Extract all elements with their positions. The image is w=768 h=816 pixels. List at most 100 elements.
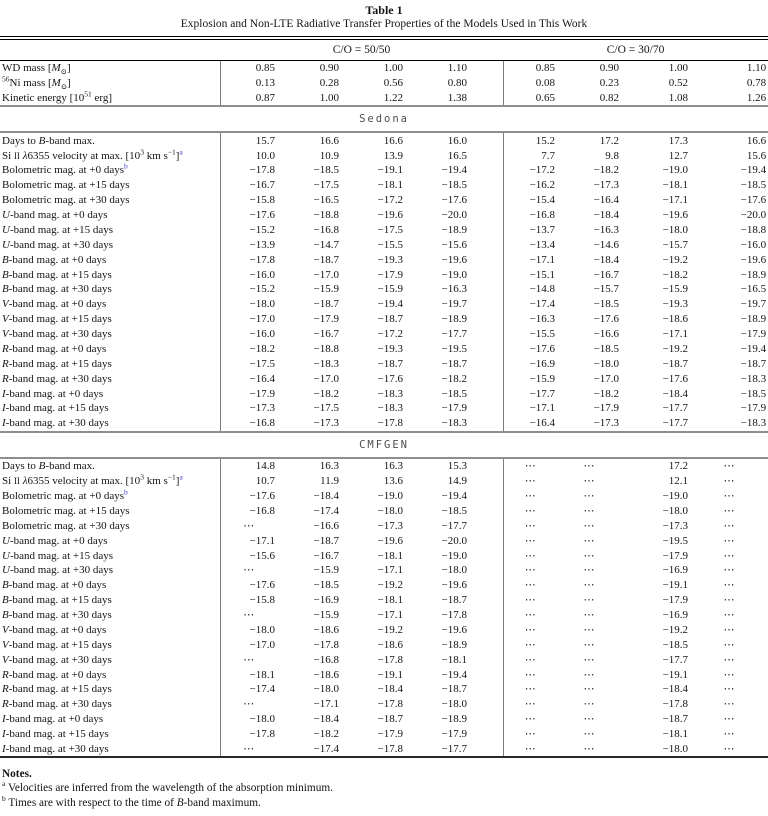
cell: ⋯ bbox=[723, 460, 735, 473]
cell: ⋯ bbox=[583, 594, 595, 607]
cell: −17.4 bbox=[313, 504, 339, 517]
cell: −15.5 bbox=[529, 328, 556, 341]
group-divider bbox=[469, 726, 504, 742]
cell: 16.3 bbox=[319, 460, 339, 473]
cell: −17.1 bbox=[529, 253, 556, 266]
cell: −17.6 bbox=[529, 342, 556, 355]
section-header: Sedona bbox=[0, 105, 768, 134]
cell: ⋯ bbox=[723, 683, 735, 696]
cell: −19.3 bbox=[377, 253, 403, 266]
cell: −18.0 bbox=[593, 357, 620, 370]
cell: −17.2 bbox=[377, 194, 403, 207]
cell: −18.9 bbox=[740, 313, 767, 326]
cell: −18.7 bbox=[313, 534, 339, 547]
cell: −18.5 bbox=[313, 579, 339, 592]
cell: −17.7 bbox=[662, 417, 689, 430]
cell: 0.28 bbox=[319, 76, 339, 89]
group-divider bbox=[469, 267, 504, 283]
cell: ⋯ bbox=[524, 742, 536, 755]
cell: ⋯ bbox=[524, 728, 536, 741]
cell: −16.9 bbox=[529, 357, 556, 370]
cell: −17.8 bbox=[377, 742, 403, 755]
cell: −17.6 bbox=[219, 207, 277, 223]
cell: −18.0 bbox=[377, 504, 403, 517]
notes-heading: Notes. bbox=[2, 768, 32, 781]
cell: −19.2 bbox=[662, 253, 689, 266]
cell: ⋯ bbox=[219, 741, 277, 758]
cell: −16.9 bbox=[662, 564, 689, 577]
group-divider bbox=[469, 711, 504, 727]
cell: −18.0 bbox=[441, 698, 467, 711]
cell: 0.13 bbox=[219, 75, 277, 91]
note-a: a Velocities are inferred from the wavel… bbox=[2, 780, 766, 796]
row-label: Si II λ6355 velocity at max. [103 km s−1… bbox=[2, 148, 183, 162]
cell: ⋯ bbox=[524, 698, 536, 711]
cell: ⋯ bbox=[583, 490, 595, 503]
group-divider bbox=[469, 682, 504, 697]
group-divider bbox=[469, 326, 504, 342]
group-divider bbox=[469, 90, 504, 107]
cell: −18.7 bbox=[377, 313, 403, 326]
cell: ⋯ bbox=[524, 638, 536, 651]
cell: ⋯ bbox=[583, 460, 595, 473]
table-row: I-band mag. at +0 days −17.9 −18.2 −18.3 −18… bbox=[0, 386, 768, 402]
cell: 1.38 bbox=[447, 91, 467, 104]
table-row: B-band mag. at +15 days −15.8 −16.9 −18.1 −1… bbox=[0, 592, 768, 608]
section-header-row: CMFGEN bbox=[0, 430, 768, 459]
cell: −18.4 bbox=[313, 490, 339, 503]
table-row: Bolometric mag. at +30 days −15.8 −16.5 −17… bbox=[0, 192, 768, 208]
table-row: Bolometric mag. at +15 days −16.8 −17.4 −18… bbox=[0, 503, 768, 519]
cell: −17.3 bbox=[593, 417, 620, 430]
cell: ⋯ bbox=[524, 713, 536, 726]
group-divider bbox=[469, 356, 504, 372]
cell: −17.8 bbox=[377, 698, 403, 711]
cell: −17.9 bbox=[593, 402, 620, 415]
cell: −18.7 bbox=[740, 357, 767, 370]
cell: 1.08 bbox=[668, 91, 689, 104]
cell: ⋯ bbox=[583, 653, 595, 666]
cell: −19.0 bbox=[441, 268, 467, 281]
cell: −15.8 bbox=[219, 192, 277, 208]
cell: −16.9 bbox=[313, 594, 339, 607]
cell: ⋯ bbox=[583, 609, 595, 622]
cell: −18.5 bbox=[662, 638, 689, 651]
cell: −17.1 bbox=[377, 609, 403, 622]
row-label: Bolometric mag. at +30 days bbox=[2, 519, 130, 532]
table-row: Days to B-band max. 15.7 16.6 16.6 16.0 15.2 1… bbox=[0, 132, 768, 149]
cell: −19.6 bbox=[441, 623, 467, 636]
cell: −18.0 bbox=[662, 223, 689, 236]
group-divider bbox=[469, 473, 504, 489]
table-row: Bolometric mag. at +30 days ⋯ −16.6 −17.3 −1… bbox=[0, 518, 768, 534]
cell: −18.5 bbox=[441, 504, 467, 517]
table-row: V-band mag. at +0 days −18.0 −18.6 −19.2 −19… bbox=[0, 622, 768, 638]
cell: −20.0 bbox=[441, 209, 467, 222]
cell: 0.80 bbox=[447, 76, 467, 89]
cell: −16.8 bbox=[313, 223, 339, 236]
cell: −16.7 bbox=[313, 328, 339, 341]
cell: ⋯ bbox=[524, 683, 536, 696]
cell: 16.6 bbox=[319, 134, 339, 147]
table-notes: Notes. a Velocities are inferred from th… bbox=[0, 758, 768, 810]
cell: −15.4 bbox=[529, 194, 556, 207]
cell: −17.3 bbox=[662, 519, 689, 532]
cell: −20.0 bbox=[740, 209, 767, 222]
row-label: R-band mag. at +0 days bbox=[2, 342, 107, 355]
table-row: B-band mag. at +0 days −17.8 −18.7 −19.3 −19… bbox=[0, 252, 768, 268]
cell: −19.1 bbox=[377, 164, 403, 177]
cell: −16.5 bbox=[313, 194, 339, 207]
cell: −15.6 bbox=[219, 548, 277, 564]
cell: −17.6 bbox=[593, 313, 620, 326]
cell: −19.2 bbox=[377, 623, 403, 636]
table-row: V-band mag. at +30 days ⋯ −16.8 −17.8 −18.1 ⋯… bbox=[0, 652, 768, 668]
cell: −16.4 bbox=[219, 371, 277, 387]
cell: 15.3 bbox=[447, 460, 467, 473]
cell: −18.7 bbox=[377, 713, 403, 726]
cell: −18.9 bbox=[740, 268, 767, 281]
cell: −17.0 bbox=[219, 637, 277, 653]
group-divider bbox=[469, 401, 504, 416]
cell: −19.7 bbox=[441, 298, 467, 311]
cell: −16.8 bbox=[529, 209, 556, 222]
cell: −17.1 bbox=[662, 194, 689, 207]
cell: 0.85 bbox=[535, 61, 556, 74]
cell: −17.8 bbox=[219, 726, 277, 742]
